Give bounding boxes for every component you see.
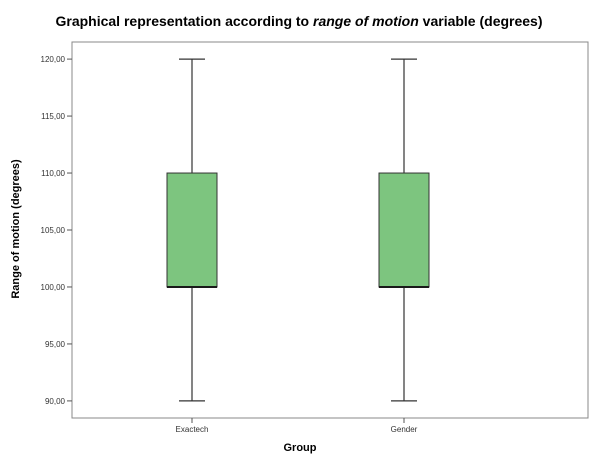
y-axis-title: Range of motion (degrees): [10, 159, 22, 299]
chart-title: Graphical representation according to ra…: [55, 13, 543, 29]
y-tick-label: 100,00: [41, 283, 66, 292]
y-tick-label: 120,00: [41, 55, 66, 64]
y-tick-label: 115,00: [41, 112, 65, 121]
box-group: [166, 58, 218, 402]
y-tick-label: 110,00: [41, 169, 65, 178]
x-tick-label: Exactech: [176, 425, 209, 434]
x-axis: Exactech Gender: [176, 418, 418, 434]
iqr-box: [378, 172, 430, 288]
y-tick-label: 90,00: [45, 397, 66, 406]
y-tick-label: 105,00: [41, 226, 66, 235]
box-series: [166, 58, 430, 402]
x-tick-label: Gender: [391, 425, 418, 434]
iqr-box: [166, 172, 218, 288]
plot-frame: [71, 41, 589, 419]
y-tick-label: 95,00: [45, 340, 66, 349]
box-group: [378, 58, 430, 402]
x-axis-title: Group: [284, 442, 317, 454]
y-axis: 90,00 95,00 100,00 105,00 110,00 115,00 120,00: [41, 55, 72, 406]
